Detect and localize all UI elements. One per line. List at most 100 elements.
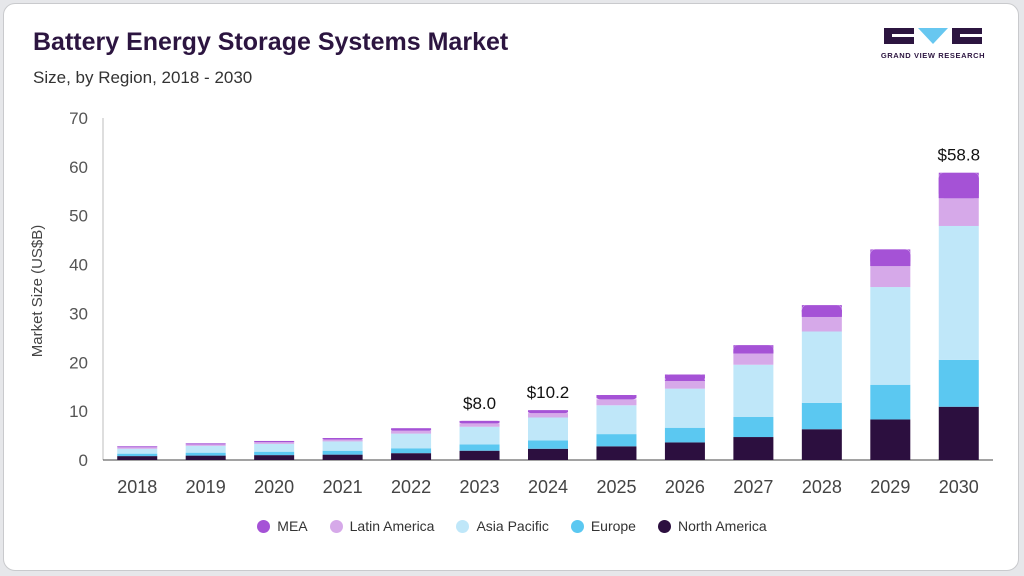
legend-label: Asia Pacific	[476, 518, 549, 534]
legend-swatch	[657, 519, 671, 533]
bar-segment	[870, 266, 911, 288]
bar-segment	[733, 437, 774, 460]
bar-top-cap	[459, 420, 500, 424]
bar-top-cap	[528, 410, 568, 414]
bar-segment	[938, 225, 979, 360]
x-tick-label: 2019	[186, 477, 226, 497]
bar-segment	[801, 429, 842, 460]
bar-top-cap	[596, 395, 637, 400]
bar-segment	[870, 384, 911, 420]
y-tick-label: 0	[79, 451, 88, 470]
chart-subtitle: Size, by Region, 2018 - 2030	[33, 68, 253, 87]
bar-segment	[938, 198, 979, 226]
bar-top-fill	[664, 379, 705, 381]
x-tick-label: 2025	[596, 477, 636, 497]
y-tick-label: 70	[69, 109, 88, 128]
bar-segment	[254, 442, 295, 444]
bar-segment	[459, 426, 500, 445]
bar-segment	[117, 456, 158, 460]
bar-top-fill	[938, 177, 979, 199]
bar-segment	[596, 434, 637, 447]
bar-segment	[391, 448, 432, 454]
bar-segment	[528, 440, 568, 449]
chart-card: Battery Energy Storage Systems Market Si…	[3, 3, 1019, 571]
bar-top-fill	[870, 254, 911, 267]
bar-segment	[801, 331, 842, 403]
bar-segment	[322, 441, 363, 451]
y-tick-label: 10	[69, 402, 88, 421]
bar-top-cap	[254, 440, 295, 443]
bar-segment	[596, 446, 637, 460]
bar-segment	[528, 417, 568, 441]
legend-item: Asia Pacific	[456, 518, 549, 534]
data-label: $8.0	[463, 394, 496, 413]
legend-label: MEA	[277, 518, 308, 534]
gvr-logo-icon	[884, 28, 982, 44]
bar-top-cap	[664, 374, 705, 381]
legend-swatch	[257, 519, 271, 533]
y-tick-label: 50	[69, 207, 88, 226]
bar-segment	[254, 455, 295, 460]
bar-segment	[733, 417, 774, 438]
bar-segment	[459, 423, 500, 427]
legend-item: Latin America	[329, 518, 435, 534]
bar-segment	[870, 287, 911, 385]
bar-segment	[528, 448, 568, 460]
legend-swatch	[570, 519, 584, 533]
bar-segment	[733, 353, 774, 365]
legend-item: North America	[657, 518, 767, 534]
bar-segment	[185, 452, 226, 456]
legend-item: Europe	[570, 518, 636, 534]
legend-swatch	[329, 519, 343, 533]
legend-label: North America	[677, 518, 767, 534]
bar-segment	[322, 454, 363, 460]
bar-segment	[664, 427, 705, 443]
y-tick-label: 20	[69, 353, 88, 372]
gvr-logo: GRAND VIEW RESEARCH	[880, 24, 986, 64]
bar-segment	[801, 316, 842, 332]
x-tick-label: 2024	[528, 477, 568, 497]
bar-segment	[185, 445, 226, 453]
bar-segment	[254, 443, 295, 452]
legend-label: Europe	[590, 518, 636, 534]
x-tick-label: 2023	[460, 477, 500, 497]
x-tick-label: 2018	[117, 477, 157, 497]
bar-segment	[391, 430, 432, 434]
bar-segment	[459, 450, 500, 460]
legend-swatch	[456, 519, 470, 533]
bar-segment	[938, 406, 979, 460]
logo-text: GRAND VIEW RESEARCH	[880, 51, 986, 60]
x-tick-label: 2021	[323, 477, 363, 497]
y-axis-title: Market Size (US$B)	[29, 225, 46, 358]
bar-segment	[117, 453, 158, 457]
bar-segment	[391, 433, 432, 449]
bar-segment	[459, 444, 500, 451]
bar-segment	[391, 453, 432, 460]
bar-segment	[870, 419, 911, 460]
bar-segment	[254, 451, 295, 456]
bar-top-fill	[801, 310, 842, 317]
bar-segment	[322, 439, 363, 442]
bar-segment	[801, 402, 842, 430]
y-tick-label: 40	[69, 256, 88, 275]
bar-top-cap	[391, 428, 432, 431]
bar-segment	[528, 413, 568, 418]
x-tick-label: 2026	[665, 477, 705, 497]
bar-segment	[117, 448, 158, 454]
x-tick-label: 2022	[391, 477, 431, 497]
x-tick-label: 2030	[939, 477, 979, 497]
x-tick-label: 2027	[733, 477, 773, 497]
chart-legend: MEA Latin America Asia Pacific Europe North …	[0, 516, 1024, 536]
legend-label: Latin America	[349, 518, 435, 534]
bar-segment	[664, 442, 705, 460]
bar-segment	[733, 364, 774, 418]
bar-segment	[185, 455, 226, 460]
bar-top-cap	[117, 446, 158, 448]
bar-segment	[185, 444, 226, 446]
bar-segment	[596, 405, 637, 435]
x-tick-label: 2020	[254, 477, 294, 497]
bar-segment	[664, 380, 705, 389]
bar-segment	[596, 399, 637, 406]
bar-top-fill	[733, 350, 774, 354]
